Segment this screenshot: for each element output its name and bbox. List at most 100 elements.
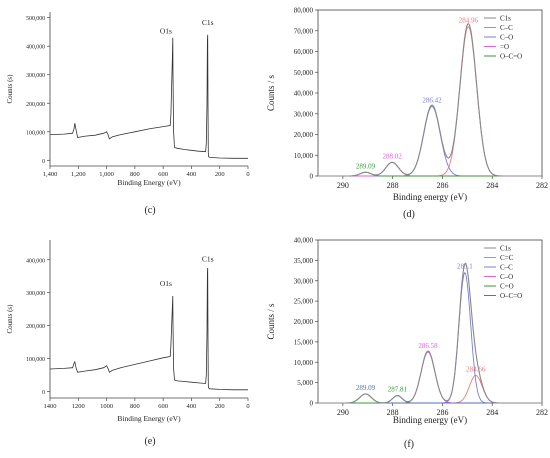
x-tick-label: 286	[436, 408, 448, 417]
x-tick-label: 800	[130, 171, 140, 178]
chart-panel-2: 290 288 286 284 282 0 10,000 20,000 30,000 40,000…	[266, 7, 548, 221]
y-axis-label: Counts / s	[266, 75, 276, 112]
x-tick-label: 1200	[72, 403, 85, 410]
x-tick-label: 200	[215, 403, 225, 410]
y-tick-label: 0	[42, 390, 45, 396]
legend-entry: =O	[500, 43, 509, 51]
y-tick-label: 10,000	[294, 359, 314, 367]
legend-entry: C=O	[500, 283, 514, 291]
x-tick-label: 600	[158, 403, 168, 410]
y-tick-label: 25,000	[294, 298, 314, 306]
peak-label: 288.02	[383, 153, 403, 161]
peak-component-C=O	[318, 395, 542, 404]
legend-entry: C–O	[500, 34, 513, 42]
legend-entry: C–C	[500, 264, 513, 272]
x-tick-label: 288	[387, 408, 399, 417]
x-tick-label: 282	[536, 181, 548, 190]
peak-component-=O	[318, 162, 542, 177]
y-tick-label: 500,000	[26, 16, 45, 22]
panel-label: (d)	[403, 209, 415, 220]
x-tick-label: 800	[130, 403, 140, 410]
y-axis-label: Counts (s)	[6, 74, 14, 104]
panel-label: (c)	[144, 205, 155, 216]
y-tick-label: 60,000	[294, 48, 314, 56]
x-tick-label: 400	[187, 403, 197, 410]
x-tick-label: 290	[337, 181, 349, 190]
legend-entry: O–C=O	[500, 53, 522, 61]
y-tick-label: 0	[310, 400, 314, 408]
y-tick-label: 40,000	[294, 237, 314, 245]
x-tick-label: 1,000	[99, 171, 114, 178]
x-axis-label: Binding energy (eV)	[393, 415, 467, 425]
y-tick-label: 30,000	[294, 110, 314, 118]
y-tick-label: 100,000	[26, 130, 45, 136]
y-tick-label: 50,000	[294, 69, 314, 77]
y-tick-label: 40,000	[294, 90, 314, 98]
y-tick-label: 400,000	[26, 258, 45, 264]
peak-label: 286.58	[418, 342, 438, 350]
y-tick-label: 200,000	[26, 324, 45, 330]
y-tick-label: 0	[310, 173, 314, 181]
x-tick-label: 400	[187, 171, 197, 178]
x-tick-label: 286	[436, 181, 448, 190]
legend-entry: C–O	[500, 273, 513, 281]
y-tick-label: 20,000	[294, 318, 314, 326]
x-axis-label: Binding Energy (eV)	[117, 414, 181, 423]
peak-annotation: O1s	[160, 26, 172, 35]
peak-component-C–O	[318, 351, 542, 404]
survey-spectrum-line	[49, 34, 248, 159]
legend-entry: O–C=O	[500, 292, 522, 300]
y-tick-label: 15,000	[294, 338, 314, 346]
peak-component-C–O	[318, 106, 542, 177]
x-tick-label: 0	[246, 171, 249, 178]
peak-label: 284.96	[459, 17, 479, 25]
peak-annotation: C1s	[202, 18, 214, 27]
panel-label: (e)	[144, 436, 155, 447]
y-tick-label: 400,000	[26, 45, 45, 51]
y-tick-label: 30,000	[294, 277, 314, 285]
peak-label: 285.1	[457, 263, 473, 271]
x-tick-label: 600	[158, 171, 168, 178]
x-tick-label: 288	[387, 181, 399, 190]
x-tick-label: 284	[486, 408, 498, 417]
x-tick-label: 1400	[44, 403, 57, 410]
peak-label: 289.09	[356, 162, 376, 170]
x-tick-label: 284	[486, 181, 498, 190]
y-tick-label: 0	[42, 159, 45, 165]
chart-panel-3: 1400 1200 1000 800 600 400 200 0 0 100,000 200,000…	[6, 240, 250, 447]
y-tick-label: 200,000	[26, 102, 45, 108]
peak-component-O–C=O	[318, 393, 542, 404]
legend-entry: C1s	[500, 15, 511, 23]
y-axis-label: Counts (s)	[6, 304, 14, 334]
x-tick-label: 0	[246, 403, 249, 410]
peak-component-C=C	[318, 374, 542, 404]
y-tick-label: 300,000	[26, 291, 45, 297]
legend-entry: C1s	[500, 245, 511, 253]
legend-entry: C=C	[500, 254, 514, 262]
peak-label: 286.42	[422, 96, 442, 104]
panel-label: (f)	[404, 439, 414, 450]
peak-annotation: O1s	[160, 279, 172, 288]
y-tick-label: 10,000	[294, 152, 314, 160]
y-tick-label: 70,000	[294, 27, 314, 35]
x-tick-label: 290	[337, 408, 349, 417]
y-tick-label: 80,000	[294, 7, 314, 15]
envelope-line	[318, 22, 542, 177]
peak-annotation: C1s	[202, 254, 214, 263]
chart-panel-1: 1,400 1,200 1,000 800 600 400 200 0 0 100,000 200,…	[6, 12, 250, 216]
peak-label: 284.66	[466, 365, 486, 373]
x-axis-label: Binding energy (eV)	[393, 192, 467, 202]
x-axis-label: Binding Energy (eV)	[117, 178, 181, 187]
y-tick-label: 300,000	[26, 73, 45, 79]
y-tick-label: 5,000	[297, 379, 313, 387]
x-tick-label: 1,200	[71, 171, 86, 178]
peak-label: 289.09	[356, 384, 376, 392]
envelope-line	[318, 262, 542, 404]
y-axis-label: Counts / s	[266, 303, 276, 340]
peak-label: 287.81	[388, 386, 408, 394]
x-tick-label: 200	[215, 171, 225, 178]
x-tick-label: 1,400	[43, 171, 58, 178]
x-tick-label: 1000	[100, 403, 113, 410]
legend-entry: C–C	[500, 24, 513, 32]
